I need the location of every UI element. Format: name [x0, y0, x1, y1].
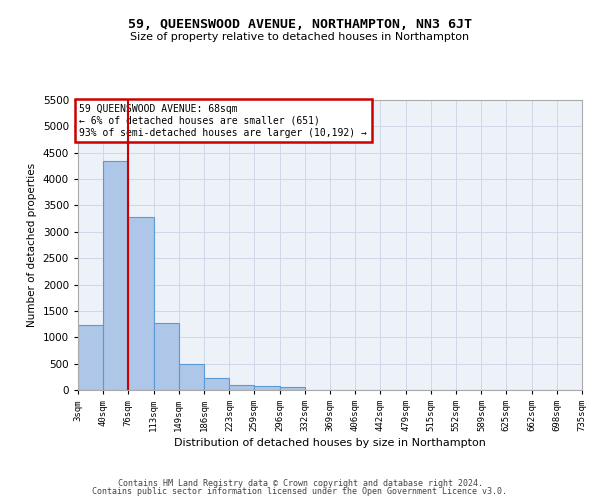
Text: 59, QUEENSWOOD AVENUE, NORTHAMPTON, NN3 6JT: 59, QUEENSWOOD AVENUE, NORTHAMPTON, NN3 …: [128, 18, 472, 30]
Bar: [204, 378, 229, 390]
Bar: [254, 386, 280, 390]
Text: 59 QUEENSWOOD AVENUE: 68sqm
← 6% of detached houses are smaller (651)
93% of sem: 59 QUEENSWOOD AVENUE: 68sqm ← 6% of deta…: [79, 104, 367, 138]
Text: Contains public sector information licensed under the Open Government Licence v3: Contains public sector information licen…: [92, 487, 508, 496]
Bar: [103, 160, 128, 390]
Bar: [78, 325, 103, 390]
Text: Size of property relative to detached houses in Northampton: Size of property relative to detached ho…: [130, 32, 470, 42]
Text: Contains HM Land Registry data © Crown copyright and database right 2024.: Contains HM Land Registry data © Crown c…: [118, 478, 482, 488]
Bar: [179, 364, 204, 390]
Bar: [128, 217, 154, 390]
X-axis label: Distribution of detached houses by size in Northampton: Distribution of detached houses by size …: [174, 438, 486, 448]
Bar: [229, 385, 254, 390]
Bar: [154, 323, 179, 390]
Bar: [280, 387, 305, 390]
Y-axis label: Number of detached properties: Number of detached properties: [27, 163, 37, 327]
